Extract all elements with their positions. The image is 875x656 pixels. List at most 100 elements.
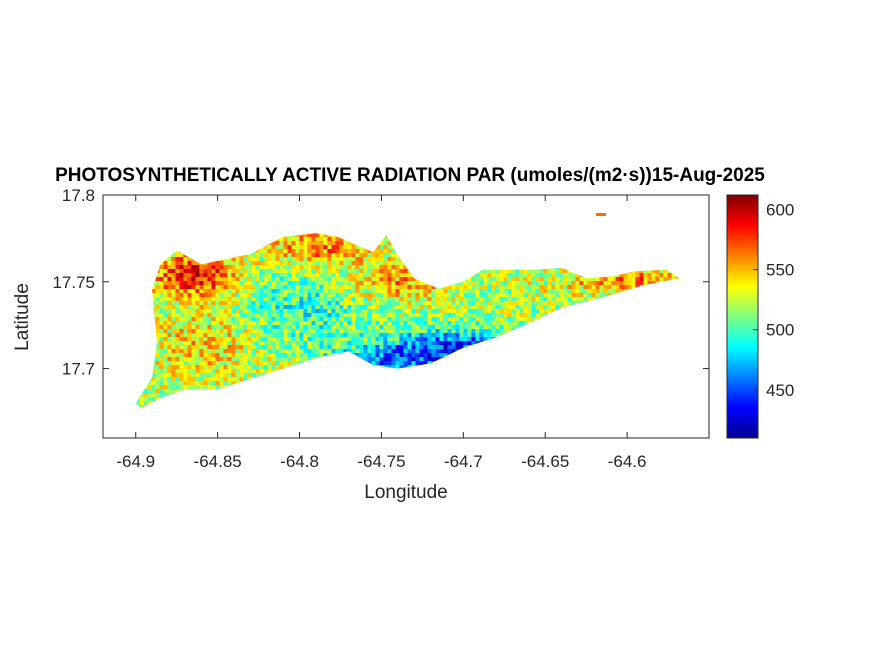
heat-cell xyxy=(171,281,176,286)
heat-cell xyxy=(191,237,196,242)
heat-cell xyxy=(223,321,228,326)
heat-cell xyxy=(351,269,356,274)
heat-cell xyxy=(467,357,472,362)
heat-cell xyxy=(583,293,588,298)
heat-cell xyxy=(143,281,148,286)
heat-cell xyxy=(455,261,460,266)
heat-cell xyxy=(655,225,660,230)
heat-cell xyxy=(143,337,148,342)
heat-cell xyxy=(339,337,344,342)
heat-cell xyxy=(155,245,160,250)
heat-cell xyxy=(255,233,260,234)
heat-cell xyxy=(323,257,328,262)
heat-cell xyxy=(547,325,552,330)
heat-cell xyxy=(439,241,444,246)
heat-cell xyxy=(335,249,340,254)
heat-cell xyxy=(135,329,140,334)
heat-cell xyxy=(455,245,460,250)
heat-cell xyxy=(123,305,128,310)
heat-cell xyxy=(375,241,380,246)
heat-cell xyxy=(239,337,244,342)
heat-cell xyxy=(495,353,500,358)
heat-cell xyxy=(287,285,292,290)
heat-cell xyxy=(183,289,188,294)
heat-cell xyxy=(599,225,604,230)
heat-cell xyxy=(499,221,504,226)
heat-cell xyxy=(551,325,556,330)
heat-cell xyxy=(563,317,568,322)
heat-cell xyxy=(319,273,324,278)
heat-cell xyxy=(619,325,624,330)
heat-cell xyxy=(155,289,160,294)
heat-cell xyxy=(327,337,332,342)
heat-cell xyxy=(375,233,380,238)
heat-cell xyxy=(491,269,496,274)
heat-cell xyxy=(347,281,352,286)
heat-cell xyxy=(207,325,212,330)
heat-cell xyxy=(215,301,220,306)
heat-cell xyxy=(255,325,260,330)
heat-cell xyxy=(203,241,208,246)
heat-cell xyxy=(247,265,252,270)
heat-cell xyxy=(303,265,308,270)
heat-cell xyxy=(315,329,320,334)
heat-cell xyxy=(687,313,692,318)
heat-cell xyxy=(199,329,204,334)
heat-cell xyxy=(379,325,384,330)
heat-cell xyxy=(219,325,224,330)
heat-cell xyxy=(167,297,172,302)
heat-cell xyxy=(527,249,532,254)
heat-cell xyxy=(467,321,472,326)
heat-cell xyxy=(335,337,340,342)
heat-cell xyxy=(335,253,340,258)
heat-cell xyxy=(599,313,604,318)
heat-cell xyxy=(267,273,272,278)
heat-cell xyxy=(411,353,416,358)
heat-cell xyxy=(255,265,260,270)
heat-cell xyxy=(519,261,524,266)
heat-cell xyxy=(423,305,428,310)
heat-cell xyxy=(435,249,440,254)
heat-cell xyxy=(687,349,692,354)
heat-cell xyxy=(347,313,352,318)
heat-cell xyxy=(463,253,468,258)
heat-cell xyxy=(419,325,424,330)
heat-cell xyxy=(467,249,472,254)
heat-cell xyxy=(287,249,292,254)
heat-cell xyxy=(507,293,512,298)
heat-cell xyxy=(155,285,160,290)
heat-cell xyxy=(579,333,584,338)
heat-cell xyxy=(235,329,240,334)
heat-cell xyxy=(455,353,460,358)
heat-cell xyxy=(511,357,516,362)
heat-cell xyxy=(255,317,260,322)
heat-cell xyxy=(431,313,436,318)
heat-cell xyxy=(415,281,420,286)
heat-cell xyxy=(627,309,632,314)
heat-cell xyxy=(315,297,320,302)
heat-cell xyxy=(351,349,356,354)
heat-cell xyxy=(343,325,348,330)
heat-cell xyxy=(547,249,552,254)
heat-cell xyxy=(383,233,388,238)
heat-cell xyxy=(347,249,352,254)
heat-cell xyxy=(459,341,464,346)
heat-cell xyxy=(307,273,312,278)
heat-cell xyxy=(339,293,344,298)
heat-cell xyxy=(479,329,484,334)
heat-cell xyxy=(515,309,520,314)
heat-cell xyxy=(239,233,244,238)
heat-cell xyxy=(659,309,664,314)
heat-cell xyxy=(475,281,480,286)
heat-cell xyxy=(671,225,676,230)
heat-cell xyxy=(647,273,652,278)
heat-cell xyxy=(223,317,228,322)
heat-cell xyxy=(271,269,276,274)
heat-cell xyxy=(163,349,168,354)
heat-cell xyxy=(315,277,320,282)
heat-cell xyxy=(579,241,584,246)
heat-cell xyxy=(667,353,672,358)
heat-cell xyxy=(295,357,300,362)
heat-cell xyxy=(351,301,356,306)
heat-cell xyxy=(299,333,304,338)
